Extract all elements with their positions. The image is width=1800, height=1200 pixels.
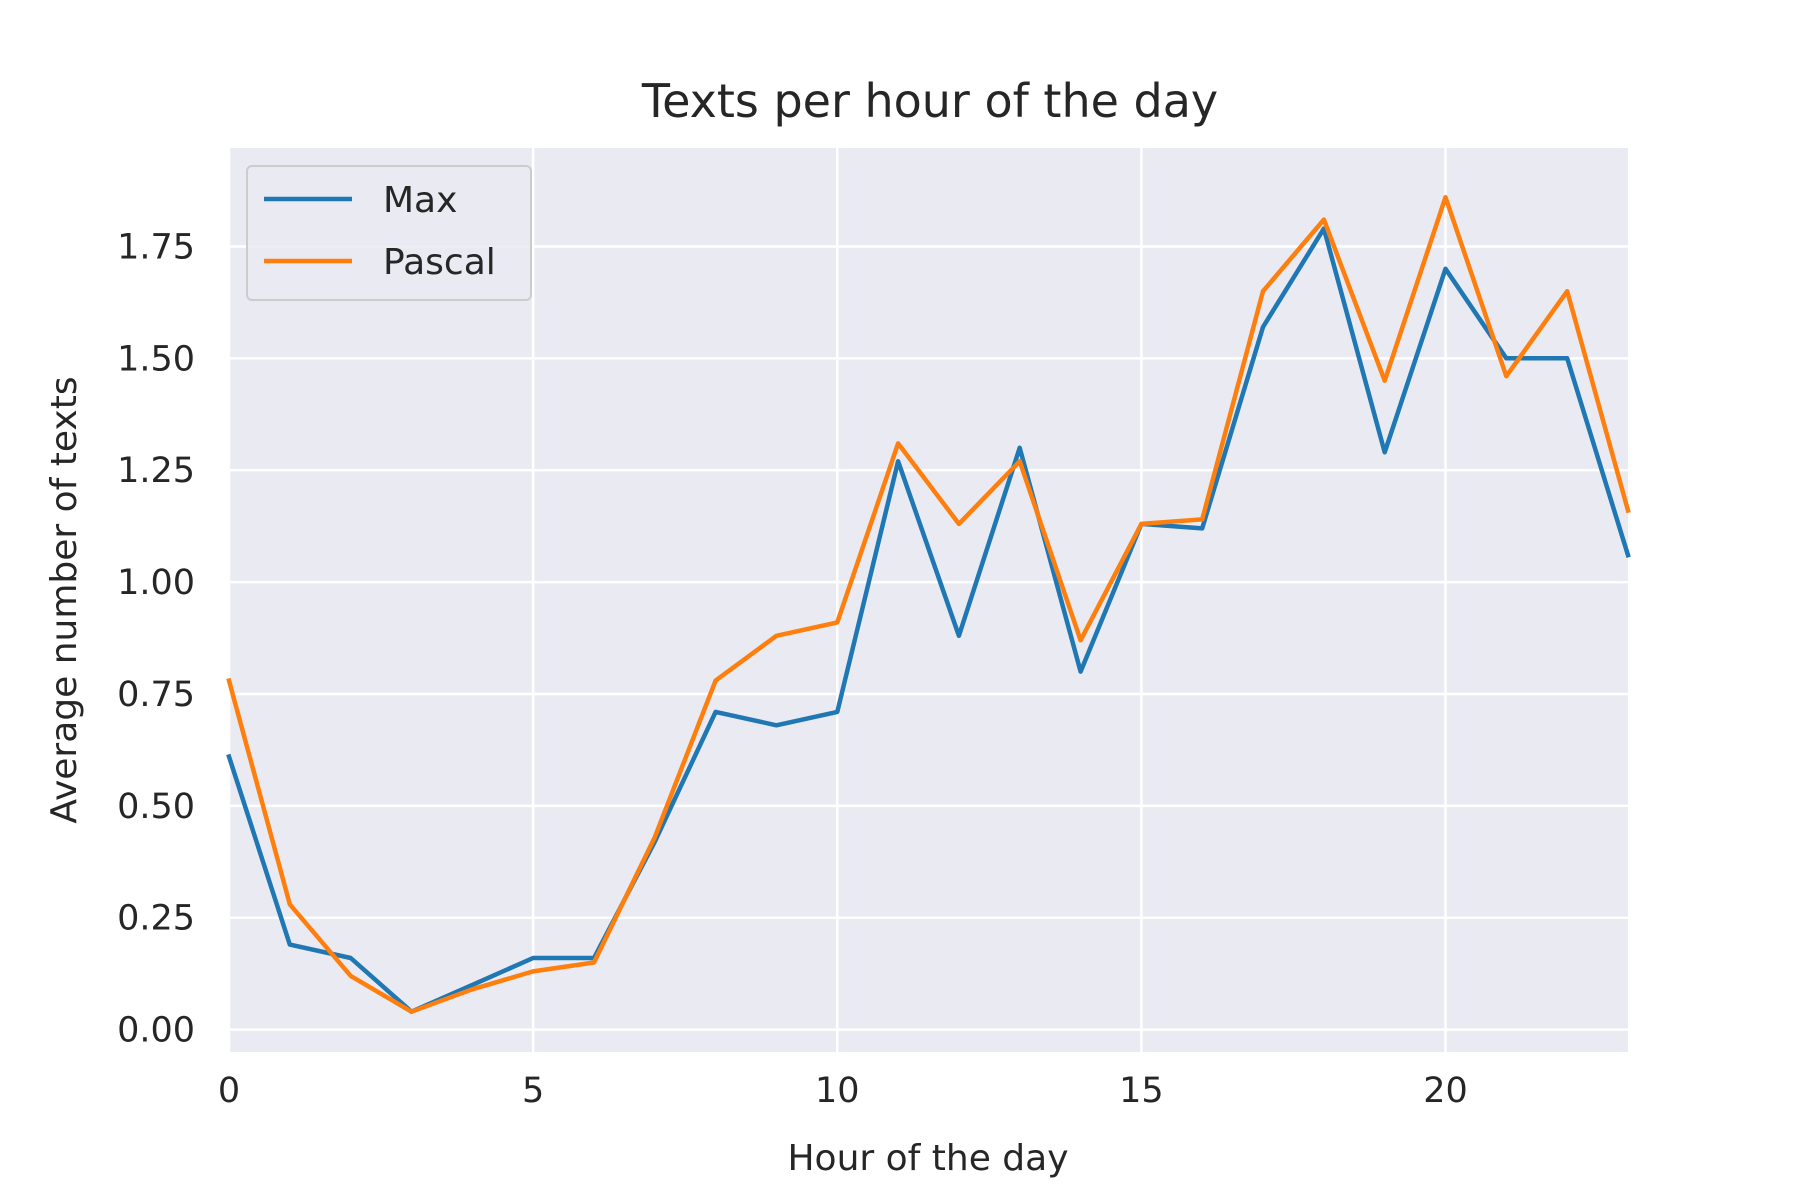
x-tick-label: 10 <box>815 1071 860 1111</box>
y-tick-label: 1.75 <box>117 227 195 267</box>
y-tick-labels: 0.00 0.25 0.50 0.75 1.00 1.25 1.50 1.75 <box>117 227 195 1050</box>
x-tick-label: 15 <box>1119 1071 1164 1111</box>
series-line-max <box>226 226 1631 1014</box>
legend: Max Pascal <box>246 165 532 301</box>
y-tick-label: 0.75 <box>117 675 195 715</box>
x-tick-labels: 0 5 10 15 20 <box>218 1071 1468 1111</box>
y-tick-label: 1.50 <box>117 339 195 379</box>
series-line-pascal <box>226 194 1631 1014</box>
y-tick-label: 0.25 <box>117 899 195 939</box>
series-lines <box>226 194 1631 1014</box>
y-tick-label: 1.25 <box>117 451 195 491</box>
legend-label-pascal: Pascal <box>383 242 496 283</box>
y-axis-label: Average number of texts <box>44 376 85 823</box>
y-tick-label: 1.00 <box>117 563 195 603</box>
grid-lines <box>227 148 1628 1052</box>
legend-label-max: Max <box>383 180 457 221</box>
y-tick-label: 0.00 <box>117 1011 195 1051</box>
y-tick-label: 0.50 <box>117 787 195 827</box>
x-axis-label: Hour of the day <box>787 1138 1068 1179</box>
x-tick-label: 20 <box>1423 1071 1468 1111</box>
x-tick-label: 0 <box>218 1071 240 1111</box>
x-tick-label: 5 <box>522 1071 544 1111</box>
chart-title: Texts per hour of the day <box>641 74 1218 128</box>
